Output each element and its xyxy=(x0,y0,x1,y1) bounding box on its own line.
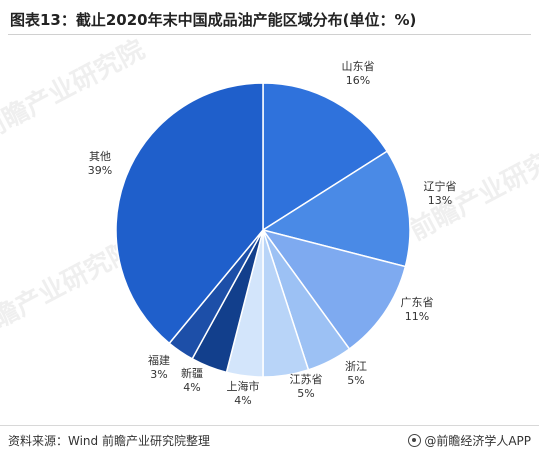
slice-label: 新疆 xyxy=(181,366,203,380)
slice-value-label: 13% xyxy=(428,194,452,207)
slice-value-label: 4% xyxy=(183,381,200,394)
footer-divider xyxy=(0,425,539,426)
slice-label: 上海市 xyxy=(227,379,260,393)
pie-slice xyxy=(115,82,264,345)
title-divider xyxy=(8,34,531,35)
slice-value-label: 4% xyxy=(234,394,251,407)
slice-value-label: 3% xyxy=(150,368,167,381)
slice-label: 江苏省 xyxy=(290,373,323,386)
slice-label: 浙江 xyxy=(345,360,367,373)
slice-label: 广东省 xyxy=(401,296,434,309)
brand-logo-icon xyxy=(408,434,422,447)
slice-label: 山东省 xyxy=(342,60,375,73)
brand-credit: @前瞻经济学人APP xyxy=(408,432,531,449)
source-note: 资料来源：Wind 前瞻产业研究院整理 xyxy=(8,434,210,448)
pie-slices xyxy=(115,82,411,378)
slice-value-label: 16% xyxy=(346,74,370,87)
brand-text: @前瞻经济学人APP xyxy=(424,434,531,448)
chart-title: 图表13：截止2020年末中国成品油产能区域分布(单位：%) xyxy=(10,11,417,29)
pie-slice xyxy=(262,82,389,232)
slice-label: 辽宁省 xyxy=(424,179,457,193)
slice-value-label: 5% xyxy=(297,387,314,400)
pie-slice xyxy=(261,150,411,268)
slice-value-label: 39% xyxy=(88,164,112,177)
slice-label: 其他 xyxy=(89,150,111,163)
slice-value-label: 11% xyxy=(405,310,429,323)
slice-value-label: 5% xyxy=(347,374,364,387)
pie-labels: 山东省16%辽宁省13%广东省11%浙江5%江苏省5%上海市4%新疆4%福建3%… xyxy=(88,60,457,407)
pie-slice xyxy=(261,228,407,350)
slice-label: 福建 xyxy=(148,353,170,367)
